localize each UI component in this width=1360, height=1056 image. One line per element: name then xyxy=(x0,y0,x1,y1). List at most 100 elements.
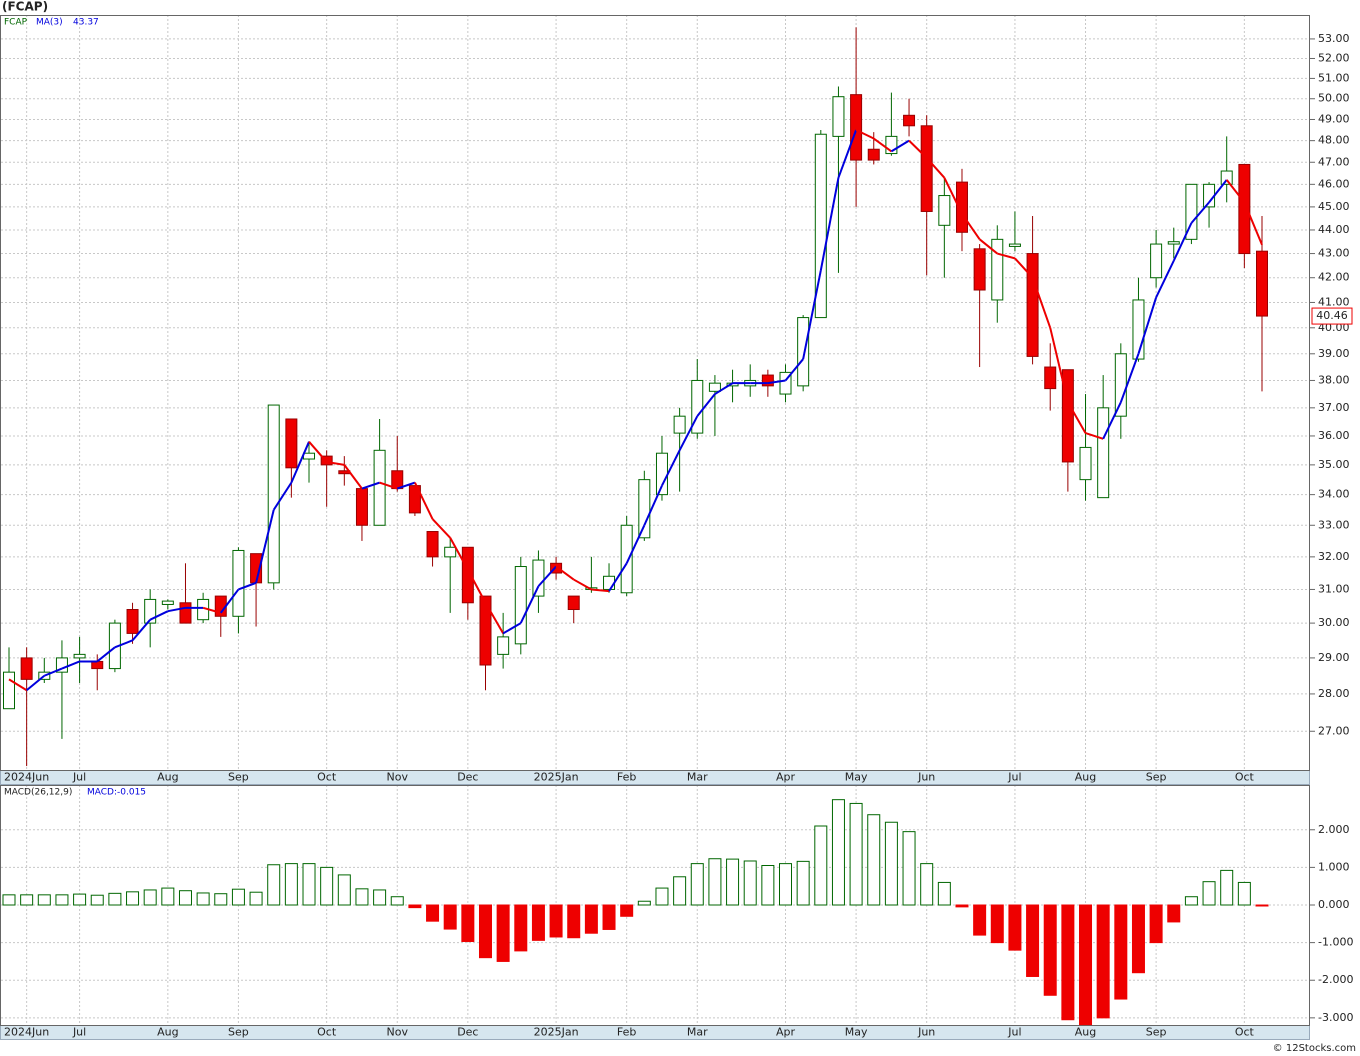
ma-segment xyxy=(431,518,451,539)
ma-segment xyxy=(573,578,592,591)
candle-body xyxy=(655,452,668,496)
macd-bar xyxy=(1149,904,1163,944)
ma-segment xyxy=(997,252,1016,260)
candle-body xyxy=(267,404,280,584)
ma-segment xyxy=(1243,201,1263,246)
macd-bar xyxy=(884,821,898,906)
ma-segment xyxy=(890,139,910,153)
ma-segment xyxy=(202,606,222,614)
y-tick-label: 27.00 xyxy=(1318,724,1350,737)
ma-segment xyxy=(61,660,80,670)
candle-body xyxy=(1167,241,1180,245)
candle-body xyxy=(638,479,651,539)
ma-segment xyxy=(1225,179,1246,203)
macd-bar xyxy=(408,904,422,909)
y-tick-label: 35.00 xyxy=(1318,458,1350,471)
ma-segment xyxy=(1085,432,1104,440)
macd-bar xyxy=(831,799,845,906)
ma-segment xyxy=(114,639,133,649)
candle-body xyxy=(391,470,404,490)
x-tick-label: Nov xyxy=(387,771,409,784)
price-panel xyxy=(0,15,1310,771)
candle-body xyxy=(408,485,421,514)
candle-body xyxy=(991,238,1004,301)
y-tick-label: 45.00 xyxy=(1318,200,1350,213)
macd-bar xyxy=(2,894,16,906)
ma-segment xyxy=(326,460,345,466)
candle-body xyxy=(1008,243,1021,247)
macd-bar xyxy=(973,904,987,936)
x-tick-label: Oct xyxy=(317,771,337,784)
ma-segment xyxy=(343,464,363,490)
x-tick-label: 2024Jun xyxy=(4,1026,49,1039)
macd-bar xyxy=(708,858,722,906)
candle-body xyxy=(938,195,951,226)
candle-body xyxy=(550,562,563,574)
candle-body xyxy=(708,382,721,392)
ma-segment xyxy=(272,482,293,511)
x-tick-label: Mar xyxy=(687,771,708,784)
ma-segment xyxy=(519,585,540,624)
macd-bar xyxy=(761,865,775,906)
x-tick-label: Aug xyxy=(157,771,178,784)
y-tick-label: 42.00 xyxy=(1318,271,1350,284)
ma-segment xyxy=(555,565,575,581)
macd-bar xyxy=(443,904,457,930)
candle-body xyxy=(1238,163,1251,255)
ma-segment xyxy=(414,482,434,520)
ma-segment xyxy=(661,449,681,487)
macd-bar xyxy=(1026,904,1040,977)
candle-body xyxy=(161,600,174,605)
y-tick-label: 2.000 xyxy=(1318,823,1350,836)
macd-bar xyxy=(637,900,651,906)
macd-bar xyxy=(461,904,475,942)
x-tick-label: Oct xyxy=(1235,771,1255,784)
candle-body xyxy=(20,657,33,680)
candle-body xyxy=(179,602,192,624)
ma-segment xyxy=(1031,277,1052,329)
macd-legend: MACD(26,12,9) xyxy=(4,788,72,798)
y-tick-label: 28.00 xyxy=(1318,687,1350,700)
candle-body xyxy=(779,371,792,395)
macd-bar xyxy=(214,893,228,906)
y-tick-label: 39.00 xyxy=(1318,347,1350,360)
candle-body xyxy=(832,96,845,137)
macd-bar xyxy=(1061,904,1075,1021)
candle-body xyxy=(973,248,986,291)
y-tick-label: 31.00 xyxy=(1318,582,1350,595)
macd-bar xyxy=(1220,869,1234,906)
ma-segment xyxy=(149,610,169,621)
x-tick-label: May xyxy=(845,771,868,784)
candle-body xyxy=(1220,170,1233,185)
ma-segment xyxy=(943,177,963,215)
macd-bar xyxy=(955,904,969,908)
macd-bar xyxy=(1202,881,1216,906)
ma-segment xyxy=(131,619,151,642)
macd-bar xyxy=(126,891,140,906)
candle-body xyxy=(603,575,616,590)
x-tick-label: Feb xyxy=(617,771,636,784)
candle-body xyxy=(867,148,880,161)
macd-bar xyxy=(549,904,563,938)
macd-bar xyxy=(373,889,387,906)
ma-segment xyxy=(855,129,875,140)
x-tick-label: 2025Jan xyxy=(534,771,579,784)
candle-body xyxy=(903,114,916,127)
macd-bar xyxy=(1079,904,1093,1026)
ma-segment xyxy=(1119,353,1140,403)
y-tick-label: 34.00 xyxy=(1318,488,1350,501)
macd-bar xyxy=(37,894,51,906)
candle-body xyxy=(355,488,368,526)
macd-bar xyxy=(655,887,669,906)
x-tick-label: Sep xyxy=(1146,771,1167,784)
x-tick-label: Jul xyxy=(72,771,86,784)
x-tick-label: Jul xyxy=(72,1026,86,1039)
ma-segment xyxy=(379,481,398,490)
ma-segment xyxy=(1190,201,1210,224)
y-tick-label: 33.00 xyxy=(1318,518,1350,531)
macd-bar xyxy=(390,896,404,906)
candle-body xyxy=(1114,353,1127,417)
x-tick-label: Sep xyxy=(1146,1026,1167,1039)
ma-segment xyxy=(502,622,522,635)
candle-body xyxy=(673,415,686,434)
